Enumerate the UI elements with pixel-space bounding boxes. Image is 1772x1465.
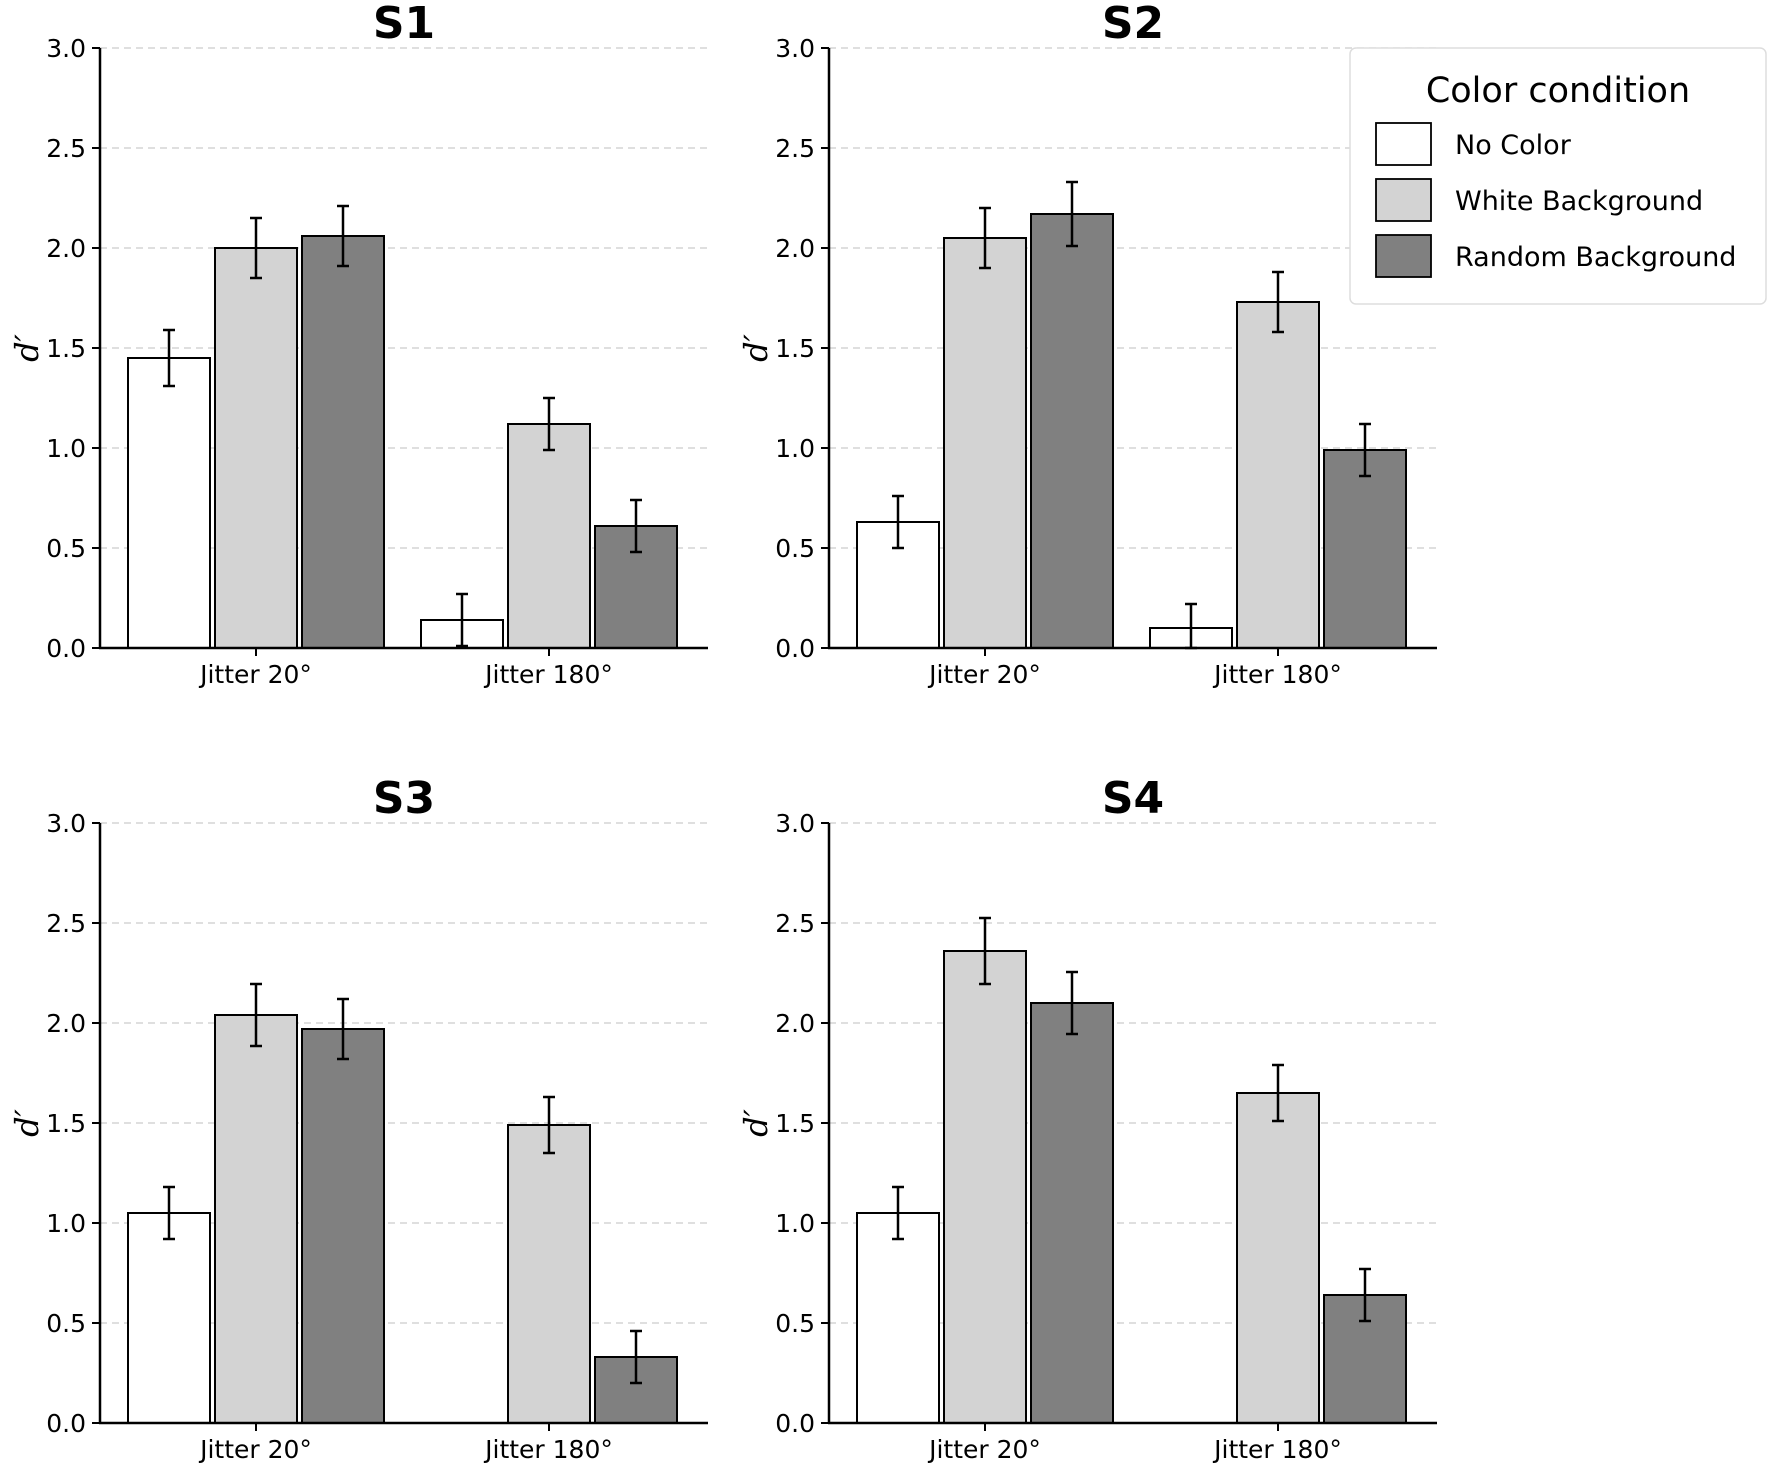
bar-white-background [1236,301,1320,649]
y-axis-label: d′ [737,333,775,361]
y-tick-label: 1.0 [775,1209,815,1238]
y-tick-label: 2.0 [775,234,815,263]
y-tick-label: 1.5 [46,334,86,363]
x-tick-label: Jitter 20° [927,1435,1041,1464]
y-tick-label: 2.0 [46,1009,86,1038]
y-tick-label: 0.5 [46,1309,86,1338]
y-tick-label: 1.0 [46,434,86,463]
y-tick-label: 1.5 [46,1109,86,1138]
y-tick-label: 3.0 [46,809,86,838]
y-tick-label: 3.0 [775,34,815,63]
x-tick-label: Jitter 180° [1212,660,1342,689]
legend-label: Random Background [1455,242,1736,273]
x-tick-label: Jitter 20° [927,660,1041,689]
legend-swatch-white-background [1375,178,1432,222]
x-tick-label: Jitter 20° [198,1435,312,1464]
bar-no-color [127,357,211,649]
x-tick-label: Jitter 180° [483,1435,613,1464]
legend: Color condition No Color White Background R… [1349,47,1767,305]
y-tick-label: 3.0 [775,809,815,838]
panel-title: S3 [373,773,435,824]
bar-no-color [127,1212,211,1424]
bar-white-background [507,423,591,649]
bar-white-background [943,237,1027,649]
y-tick-label: 3.0 [46,34,86,63]
panel-title: S2 [1102,0,1164,49]
y-tick-label: 2.5 [775,134,815,163]
bar-random-background [1323,449,1407,649]
x-tick-label: Jitter 180° [483,660,613,689]
bar-random-background [301,235,385,649]
y-axis-label: d′ [8,1108,46,1136]
y-tick-label: 2.0 [46,234,86,263]
y-tick-label: 0.0 [775,1409,815,1438]
y-axis-label: d′ [8,333,46,361]
y-tick-label: 1.0 [46,1209,86,1238]
bar-white-background [943,950,1027,1424]
y-tick-label: 0.0 [46,1409,86,1438]
legend-swatch-no-color [1375,122,1432,166]
x-tick-label: Jitter 180° [1212,1435,1342,1464]
y-tick-label: 0.5 [775,534,815,563]
bar-white-background [214,1014,298,1424]
legend-frame [1349,47,1767,305]
y-tick-label: 0.5 [775,1309,815,1338]
bar-random-background [301,1028,385,1424]
panel-s2: Jitter 20° Jitter 180° 0.0 0.5 1.0 1.5 2.0 2.5 3… [737,0,1437,689]
y-tick-label: 1.5 [775,334,815,363]
panel-s3: Jitter 20° Jitter 180° 0.0 0.5 1.0 1.5 2.0 2.5 3… [8,773,708,1464]
y-tick-label: 2.5 [46,909,86,938]
y-tick-label: 2.5 [775,909,815,938]
legend-label: White Background [1455,186,1703,217]
y-tick-label: 0.5 [46,534,86,563]
bar-random-background [1030,1002,1114,1424]
legend-title: Color condition [1426,71,1690,111]
bar-white-background [214,247,298,649]
bar-no-color [856,1212,940,1424]
y-tick-label: 2.0 [775,1009,815,1038]
legend-label: No Color [1455,130,1572,161]
legend-swatch-random-background [1375,234,1432,278]
y-tick-label: 0.0 [46,634,86,663]
bar-white-background [1236,1092,1320,1424]
panel-title: S1 [373,0,435,49]
panel-s4: Jitter 20° Jitter 180° 0.0 0.5 1.0 1.5 2.0 2.5 3… [737,773,1437,1464]
panel-title: S4 [1102,773,1164,824]
bar-random-background [1030,213,1114,649]
y-axis-label: d′ [737,1108,775,1136]
bar-white-background [507,1124,591,1424]
y-tick-label: 1.5 [775,1109,815,1138]
y-tick-label: 1.0 [775,434,815,463]
y-tick-label: 2.5 [46,134,86,163]
panel-s1: Jitter 20° Jitter 180° 0.0 0.5 1.0 1.5 2.0 2.5 3… [8,0,708,689]
x-tick-label: Jitter 20° [198,660,312,689]
y-tick-label: 0.0 [775,634,815,663]
